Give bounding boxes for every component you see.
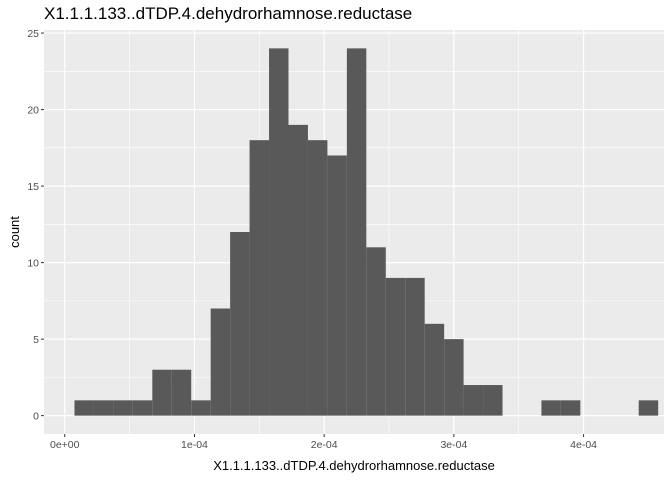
- histogram-bar: [74, 400, 94, 416]
- histogram-bar: [113, 400, 133, 416]
- histogram-bar: [385, 277, 406, 416]
- histogram-bar: [366, 247, 386, 416]
- histogram-bar: [132, 400, 153, 416]
- histogram-bar: [327, 155, 347, 416]
- histogram-bar: [541, 400, 561, 416]
- x-axis: 0e+00 1e-04 2e-04 3e-04 4e-04: [50, 434, 597, 451]
- histogram-bar: [210, 308, 231, 416]
- y-tick-label: 20: [27, 105, 39, 117]
- histogram-bars: [74, 48, 659, 416]
- histogram-bar: [444, 339, 464, 416]
- histogram-bar: [463, 385, 484, 416]
- y-tick-label: 25: [27, 28, 39, 40]
- y-tick-label: 10: [27, 258, 39, 270]
- histogram-bar: [405, 277, 425, 416]
- chart-title: X1.1.1.133..dTDP.4.dehydrorhamnose.reduc…: [44, 4, 413, 23]
- histogram-bar: [171, 369, 192, 416]
- histogram-bar: [424, 323, 445, 416]
- histogram-bar: [152, 369, 172, 416]
- y-tick-label: 0: [33, 411, 39, 423]
- histogram-bar: [483, 385, 503, 416]
- x-tick-label: 1e-04: [181, 439, 208, 451]
- histogram-bar: [638, 400, 659, 416]
- histogram-bar: [560, 400, 581, 416]
- histogram-bar: [269, 48, 289, 416]
- x-tick-label: 2e-04: [311, 439, 338, 451]
- x-axis-title: X1.1.1.133..dTDP.4.dehydrorhamnose.reduc…: [213, 458, 495, 473]
- histogram-bar: [346, 48, 367, 416]
- y-tick-label: 15: [27, 181, 39, 193]
- histogram-bar: [249, 140, 270, 416]
- histogram-bar: [191, 400, 211, 416]
- histogram-bar: [230, 232, 250, 416]
- y-axis-title: count: [7, 216, 22, 248]
- histogram-bar: [307, 140, 328, 416]
- y-axis: 0 5 10 15 20 25: [27, 28, 44, 423]
- y-tick-label: 5: [33, 334, 39, 346]
- x-tick-label: 4e-04: [570, 439, 597, 451]
- histogram-bar: [93, 400, 114, 416]
- x-tick-label: 0e+00: [50, 439, 80, 451]
- x-tick-label: 3e-04: [440, 439, 467, 451]
- histogram-bar: [288, 124, 308, 416]
